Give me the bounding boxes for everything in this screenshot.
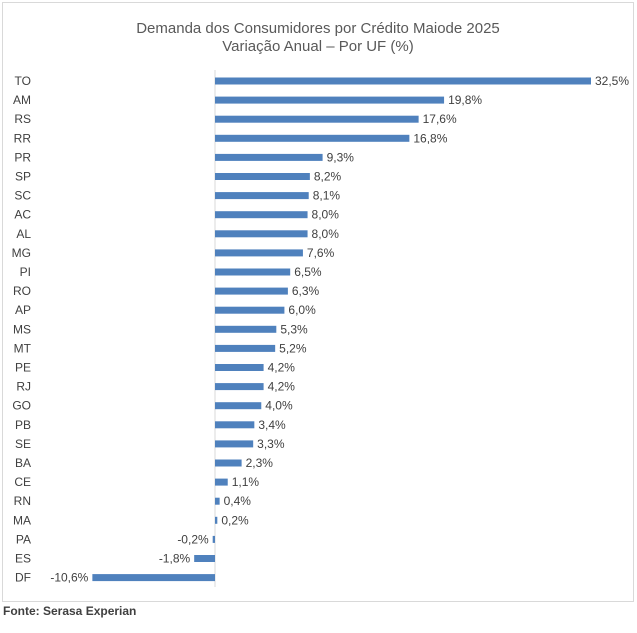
category-label: PI	[20, 265, 31, 279]
bar	[215, 77, 591, 85]
data-label: 4,2%	[268, 380, 296, 394]
bar	[215, 153, 323, 161]
category-label: PR	[14, 150, 31, 164]
category-label: AM	[13, 93, 31, 107]
bar	[215, 497, 220, 505]
bar	[215, 325, 277, 333]
category-label: ES	[15, 552, 31, 566]
bar	[215, 211, 308, 219]
bar	[215, 440, 254, 448]
data-label: 3,3%	[257, 437, 285, 451]
chart-subtitle: Variação Anual – Por UF (%)	[222, 38, 413, 55]
category-label: TO	[15, 74, 31, 88]
source-note: Fonte: Serasa Experian	[3, 604, 137, 618]
category-label: RR	[14, 131, 32, 145]
bar	[215, 268, 291, 276]
data-label: -1,8%	[159, 552, 191, 566]
category-label: SC	[14, 189, 31, 203]
bar	[194, 555, 215, 562]
data-label: 7,6%	[307, 246, 335, 260]
bar	[215, 421, 255, 429]
bar	[212, 535, 215, 543]
bar	[215, 134, 410, 142]
data-label: 8,0%	[312, 227, 340, 241]
data-label: 2,3%	[246, 456, 274, 470]
data-label: 6,5%	[294, 265, 322, 279]
bar	[215, 115, 419, 123]
data-label: 8,1%	[313, 189, 341, 203]
bar	[215, 364, 264, 371]
category-label: AL	[16, 227, 31, 241]
chart-title: Demanda dos Consumidores por Crédito Mai…	[136, 20, 500, 37]
data-label: 6,3%	[292, 284, 320, 298]
category-label: SP	[15, 170, 31, 184]
data-label: 0,2%	[221, 513, 249, 527]
bar	[215, 287, 288, 295]
bar-chart: Demanda dos Consumidores por Crédito Mai…	[12, 20, 629, 587]
data-label: 4,2%	[268, 361, 296, 375]
category-label: CE	[14, 475, 31, 489]
plot-area: TO 32,5% AM 19,8% RS 17,6% RR 16,8% PR 9,3% SP 8,2%…	[12, 70, 629, 587]
bar	[215, 344, 276, 352]
category-label: PB	[15, 418, 31, 432]
data-label: 19,8%	[448, 93, 482, 107]
bar	[215, 402, 262, 410]
data-label: 8,2%	[314, 170, 342, 184]
bar	[215, 173, 310, 180]
data-label: 32,5%	[595, 74, 629, 88]
category-label: GO	[12, 399, 31, 413]
bar	[215, 459, 242, 467]
data-label: 16,8%	[413, 131, 447, 145]
category-label: MT	[14, 341, 32, 355]
category-label: AP	[15, 303, 31, 317]
category-label: MA	[13, 513, 31, 527]
data-label: -0,2%	[177, 532, 209, 546]
category-label: RS	[14, 112, 31, 126]
data-label: 5,3%	[280, 322, 308, 336]
data-label: 4,0%	[265, 399, 293, 413]
category-label: MG	[12, 246, 31, 260]
bar	[215, 478, 228, 486]
category-label: PA	[16, 532, 31, 546]
category-label: PE	[15, 361, 31, 375]
bar	[215, 192, 309, 200]
category-label: RJ	[16, 380, 31, 394]
bar	[215, 516, 218, 524]
data-label: 5,2%	[279, 341, 307, 355]
bar	[92, 574, 215, 582]
data-label: -10,6%	[50, 571, 88, 585]
category-label: MS	[13, 322, 31, 336]
data-label: 3,4%	[258, 418, 286, 432]
category-label: AC	[14, 208, 31, 222]
data-label: 1,1%	[232, 475, 260, 489]
bar	[215, 249, 303, 257]
category-label: RN	[14, 494, 31, 508]
data-label: 8,0%	[312, 208, 340, 222]
bar	[215, 383, 264, 391]
bar	[215, 96, 445, 104]
data-label: 6,0%	[288, 303, 316, 317]
category-label: BA	[15, 456, 31, 470]
data-label: 9,3%	[327, 150, 355, 164]
category-label: DF	[15, 571, 31, 585]
bar	[215, 306, 285, 314]
data-label: 17,6%	[423, 112, 457, 126]
category-label: SE	[15, 437, 31, 451]
bar	[215, 230, 308, 238]
category-label: RO	[13, 284, 31, 298]
data-label: 0,4%	[224, 494, 252, 508]
